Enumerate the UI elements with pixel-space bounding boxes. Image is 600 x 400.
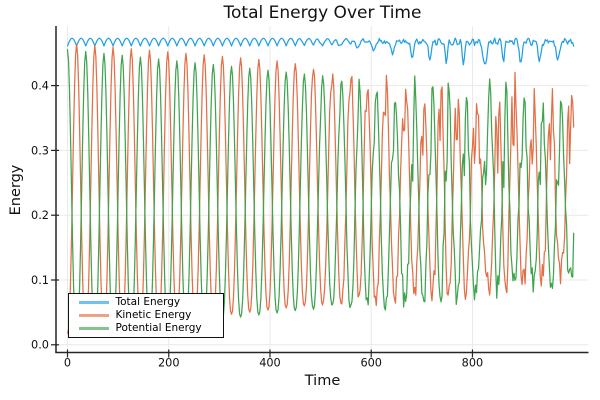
y-tick-label: 0.3 <box>31 144 49 157</box>
total-energy-swatch-icon <box>78 301 109 304</box>
axes <box>51 26 589 358</box>
y-axis-label: Energy <box>8 164 24 216</box>
legend-label-kinetic: Kinetic Energy <box>115 309 192 322</box>
legend-label-total: Total Energy <box>115 296 181 309</box>
x-tick-label: 0 <box>64 357 71 370</box>
total-energy-line <box>66 37 575 66</box>
legend: Total Energy Kinetic Energy Potential En… <box>67 293 224 338</box>
tick-labels: 0.0 0.1 0.2 0.3 0.4 0 200 400 600 800 <box>31 80 483 370</box>
series-lines <box>66 37 575 337</box>
legend-item-kinetic: Kinetic Energy <box>78 309 223 322</box>
potential-energy-swatch-icon <box>78 327 109 330</box>
chart-title: Total Energy Over Time <box>223 3 422 23</box>
legend-item-total: Total Energy <box>78 296 223 309</box>
y-tick-label: 0.0 <box>31 339 49 352</box>
x-tick-label: 200 <box>158 357 180 370</box>
x-tick-label: 400 <box>259 357 281 370</box>
y-tick-label: 0.4 <box>31 80 49 93</box>
x-tick-label: 800 <box>462 357 484 370</box>
y-tick-label: 0.2 <box>31 209 49 222</box>
y-tick-label: 0.1 <box>31 274 49 287</box>
kinetic-energy-line <box>66 43 575 334</box>
legend-item-potential: Potential Energy <box>78 322 223 335</box>
x-tick-label: 600 <box>360 357 382 370</box>
kinetic-energy-swatch-icon <box>78 314 109 317</box>
legend-label-potential: Potential Energy <box>115 322 202 335</box>
x-axis-label: Time <box>304 373 341 389</box>
